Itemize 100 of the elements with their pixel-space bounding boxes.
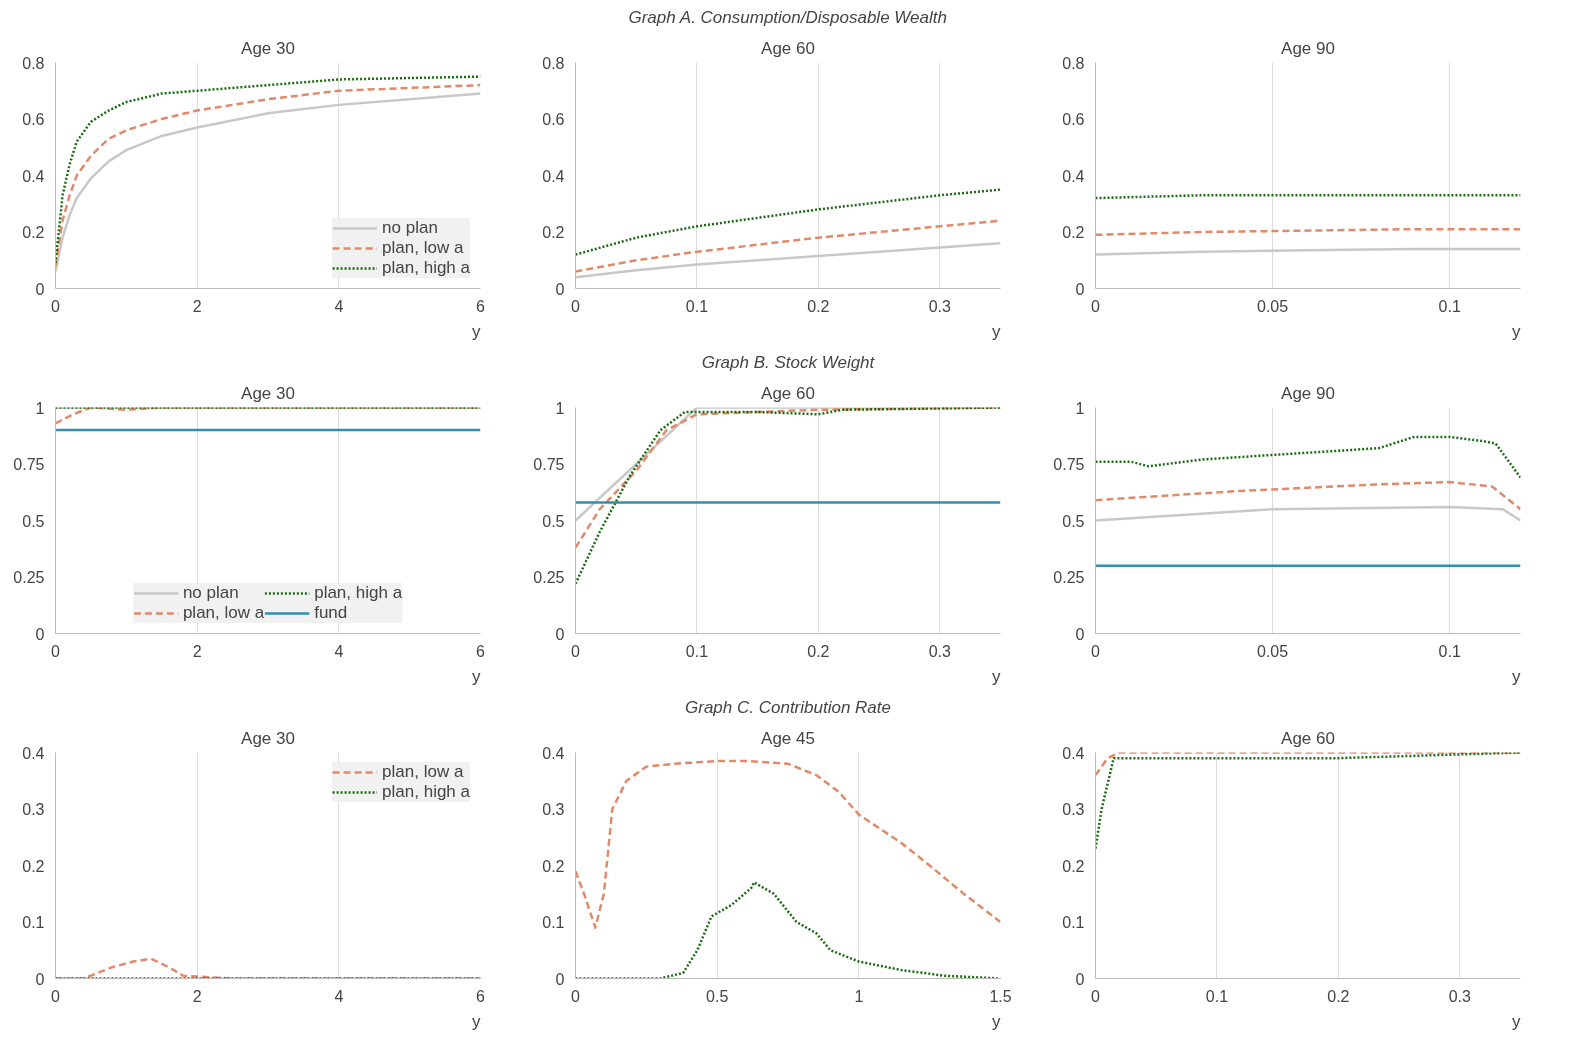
y-tick-label: 0.25: [13, 569, 45, 586]
y-tick-label: 0.5: [542, 512, 565, 530]
x-axis-title: y: [472, 666, 481, 686]
chart-title: Age 60: [1281, 728, 1335, 748]
y-tick-label: 0.4: [22, 744, 45, 762]
chart-title: Age 60: [761, 38, 815, 58]
x-tick-label: 0.2: [807, 642, 830, 660]
x-tick-label: 0.05: [1257, 297, 1289, 315]
legend-label: no plan: [382, 218, 438, 238]
x-tick-label: 1: [854, 987, 864, 1005]
x-tick-label: 6: [476, 297, 486, 315]
y-tick-label: 0.3: [542, 801, 565, 818]
y-tick-label: 0.8: [22, 54, 45, 72]
x-tick-label: 0: [1091, 642, 1101, 660]
chart-title: Age 45: [761, 728, 815, 748]
x-axis-title: y: [472, 321, 481, 341]
y-tick-label: 0.2: [542, 857, 565, 875]
y-tick-label: 0.2: [22, 857, 45, 875]
y-tick-label: 0: [35, 970, 45, 988]
y-tick-label: 0.2: [1062, 857, 1085, 875]
y-tick-label: 0.4: [22, 167, 45, 185]
y-tick-label: 0.1: [22, 914, 45, 931]
x-tick-label: 0.3: [1448, 987, 1472, 1005]
y-tick-label: 0.6: [22, 111, 45, 128]
y-tick-label: 0.3: [1062, 801, 1085, 818]
legend-label: plan, high a: [382, 258, 470, 278]
y-tick-label: 1: [1075, 399, 1085, 417]
legend-label: fund: [314, 603, 348, 623]
x-tick-label: 0: [571, 297, 581, 315]
y-tick-label: 0: [555, 280, 565, 298]
x-tick-label: 0: [1091, 987, 1101, 1005]
x-axis-title: y: [1512, 321, 1521, 341]
x-tick-label: 0.1: [685, 642, 709, 660]
y-tick-label: 0.8: [1062, 54, 1085, 72]
x-tick-label: 0.05: [1257, 642, 1289, 660]
x-tick-label: 0.3: [928, 297, 952, 315]
chart-title: Age 90: [1281, 38, 1335, 58]
text: Graph A. Consumption/Disposable Wealth: [628, 7, 947, 27]
y-tick-label: 0: [555, 970, 565, 988]
y-tick-label: 0.75: [13, 456, 45, 473]
y-tick-label: 0.4: [1062, 167, 1085, 185]
x-tick-label: 0: [1091, 297, 1101, 315]
chart-title: Age 30: [241, 383, 295, 403]
x-tick-label: 0: [571, 642, 581, 660]
y-tick-label: 0: [35, 625, 45, 643]
text: Graph B. Stock Weight: [701, 352, 876, 372]
y-tick-label: 0: [1075, 970, 1085, 988]
y-tick-label: 0.2: [1062, 224, 1085, 241]
x-axis-title: y: [1512, 666, 1521, 686]
legend-label: plan, low a: [182, 603, 265, 623]
x-tick-label: 0.1: [685, 297, 709, 315]
x-tick-label: 4: [334, 987, 344, 1005]
y-tick-label: 0.5: [1062, 512, 1085, 530]
x-tick-label: 0.5: [706, 987, 729, 1005]
legend-label: plan, high a: [382, 782, 470, 802]
x-tick-label: 6: [476, 987, 486, 1005]
y-tick-label: 0.2: [542, 224, 565, 241]
y-tick-label: 0.1: [542, 914, 565, 931]
legend-label: plan, low a: [382, 238, 464, 258]
x-tick-label: 0: [571, 987, 581, 1005]
y-tick-label: 0.4: [542, 167, 565, 185]
y-tick-label: 0.2: [22, 224, 45, 241]
y-tick-label: 0.75: [533, 456, 565, 473]
y-tick-label: 1: [35, 399, 45, 417]
y-tick-label: 0.6: [1062, 111, 1085, 128]
x-tick-label: 0: [51, 297, 61, 315]
chart-title: Age 60: [761, 383, 815, 403]
legend-label: plan, low a: [382, 762, 464, 782]
legend-label: plan, high a: [314, 583, 403, 603]
y-tick-label: 0.5: [22, 512, 45, 530]
chart-title: Age 30: [241, 38, 295, 58]
y-tick-label: 0: [35, 280, 45, 298]
x-tick-label: 4: [334, 642, 344, 660]
x-tick-label: 6: [476, 642, 486, 660]
y-tick-label: 0.3: [22, 801, 45, 818]
y-tick-label: 0: [1075, 625, 1085, 643]
chart-title: Age 30: [241, 728, 295, 748]
text: Graph C. Contribution Rate: [685, 697, 891, 717]
y-tick-label: 0.1: [1062, 914, 1085, 931]
x-tick-label: 0.1: [1438, 297, 1461, 315]
x-tick-label: 2: [192, 297, 202, 315]
y-tick-label: 0: [555, 625, 565, 643]
x-axis-title: y: [472, 1011, 481, 1031]
x-axis-title: y: [992, 321, 1001, 341]
x-tick-label: 1.5: [989, 987, 1012, 1005]
x-tick-label: 2: [192, 642, 202, 660]
x-tick-label: 0.3: [928, 642, 952, 660]
x-tick-label: 0: [51, 642, 61, 660]
y-tick-label: 0.75: [1053, 456, 1085, 473]
chart-title: Age 90: [1281, 383, 1335, 403]
x-tick-label: 0.2: [807, 297, 830, 315]
y-tick-label: 0.4: [542, 744, 565, 762]
x-axis-title: y: [992, 666, 1001, 686]
y-tick-label: 0: [1075, 280, 1085, 298]
x-tick-label: 2: [192, 987, 202, 1005]
x-tick-label: 4: [334, 297, 344, 315]
x-tick-label: 0.2: [1327, 987, 1350, 1005]
y-tick-label: 0.6: [542, 111, 565, 128]
x-tick-label: 0.1: [1205, 987, 1229, 1005]
y-tick-label: 0.8: [542, 54, 565, 72]
